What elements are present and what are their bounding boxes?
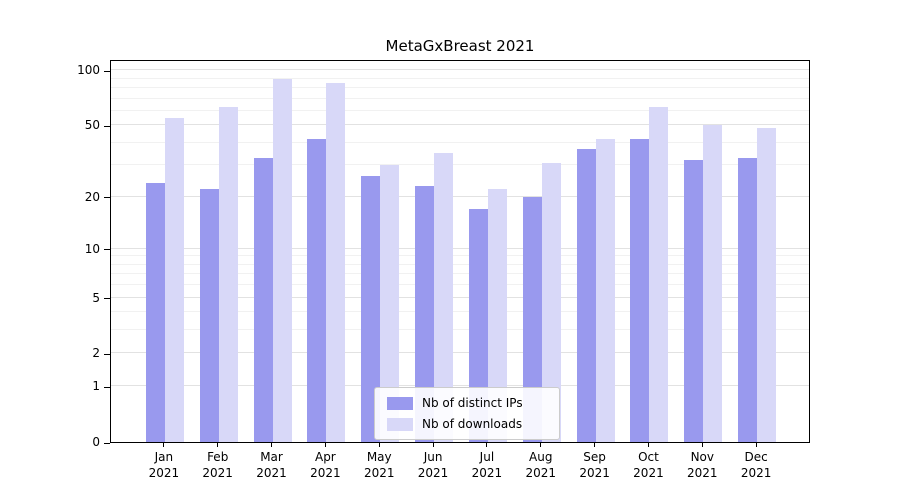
- bar-distinct-ips: [361, 176, 381, 442]
- x-tick-label: Feb 2021: [202, 450, 233, 480]
- x-tick-label: Jul 2021: [471, 450, 503, 480]
- gridline-minor: [111, 263, 809, 265]
- x-tick-mark: [378, 443, 380, 447]
- chart-title: MetaGxBreast 2021: [385, 37, 535, 55]
- legend-entry-distinct-ips: Nb of distinct IPs: [387, 396, 547, 410]
- gridline-major: [111, 247, 809, 249]
- x-tick-mark: [647, 443, 649, 447]
- y-tick-label: 1: [92, 379, 100, 394]
- gridline-major: [111, 69, 809, 71]
- x-tick-label: Mar 2021: [256, 450, 287, 480]
- x-tick-label: Aug 2021: [525, 450, 557, 480]
- legend-label-distinct-ips: Nb of distinct IPs: [422, 396, 523, 410]
- x-tick-label: Nov 2021: [687, 450, 718, 480]
- gridline-minor: [111, 255, 809, 257]
- gridline-minor: [111, 77, 809, 79]
- bar-downloads: [272, 78, 292, 442]
- x-tick-mark: [594, 443, 596, 447]
- x-tick-mark: [217, 443, 219, 447]
- gridline-minor: [111, 86, 809, 88]
- gridline-major: [111, 124, 809, 126]
- legend-label-downloads: Nb of downloads: [422, 417, 523, 431]
- gridline-major: [111, 195, 809, 197]
- gridlines: [111, 61, 809, 442]
- bar-distinct-ips: [145, 182, 165, 442]
- bar-downloads: [757, 128, 777, 442]
- gridline-minor: [111, 164, 809, 166]
- gridline-major: [111, 352, 809, 354]
- x-tick-mark: [324, 443, 326, 447]
- legend: Nb of distinct IPs Nb of downloads: [374, 387, 560, 440]
- bar-distinct-ips: [307, 138, 327, 442]
- bar-downloads: [541, 162, 561, 442]
- legend-entry-downloads: Nb of downloads: [387, 417, 547, 431]
- bar-downloads: [487, 189, 507, 442]
- bar-distinct-ips: [415, 185, 435, 442]
- x-tick-label: Jan 2021: [148, 450, 180, 480]
- bar-distinct-ips: [630, 138, 650, 442]
- gridline-minor: [111, 284, 809, 286]
- x-tick-mark: [163, 443, 165, 447]
- y-tick-label: 0: [92, 435, 100, 449]
- gridline-major: [111, 296, 809, 298]
- x-tick-label: Apr 2021: [310, 450, 341, 480]
- x-tick-mark: [432, 443, 434, 447]
- y-tick-label: 20: [84, 189, 100, 204]
- y-tick-label: 100: [77, 63, 100, 78]
- legend-swatch-distinct-ips: [387, 396, 413, 410]
- x-tick-mark: [271, 443, 273, 447]
- x-tick-label: May 2021: [363, 450, 395, 480]
- bar-downloads: [218, 106, 238, 442]
- x-tick-label: Oct 2021: [633, 450, 664, 480]
- gridline-minor: [111, 311, 809, 313]
- x-tick-mark: [486, 443, 488, 447]
- y-tick-label: 5: [92, 290, 100, 305]
- bar-distinct-ips: [199, 189, 219, 442]
- gridline-minor: [111, 109, 809, 111]
- bar-distinct-ips: [576, 148, 596, 442]
- bar-downloads: [434, 153, 454, 442]
- gridline-minor: [111, 97, 809, 99]
- gridline-minor: [111, 141, 809, 143]
- bar-distinct-ips: [522, 196, 542, 442]
- bar-downloads: [326, 83, 346, 442]
- y-tick-label: 10: [84, 241, 100, 256]
- gridline-major: [111, 385, 809, 387]
- x-tick-label: Jun 2021: [417, 450, 449, 480]
- plot-area: [110, 60, 810, 443]
- bar-distinct-ips: [253, 157, 273, 442]
- gridline-minor: [111, 329, 809, 331]
- x-tick-mark: [540, 443, 542, 447]
- bar-downloads: [649, 106, 669, 442]
- bar-distinct-ips: [684, 160, 704, 442]
- y-tick-label: 50: [84, 118, 100, 133]
- x-tick-mark: [701, 443, 703, 447]
- x-tick-mark: [755, 443, 757, 447]
- bar-downloads: [164, 117, 184, 442]
- bar-distinct-ips: [738, 157, 758, 442]
- x-tick-label: Dec 2021: [740, 450, 772, 480]
- gridline-minor: [111, 273, 809, 275]
- bar-distinct-ips: [468, 209, 488, 442]
- bar-downloads: [595, 138, 615, 442]
- legend-swatch-downloads: [387, 417, 413, 431]
- x-tick-label: Sep 2021: [579, 450, 610, 480]
- y-tick-label: 2: [92, 346, 100, 361]
- bar-downloads: [703, 125, 723, 442]
- bar-series: [111, 61, 809, 442]
- bar-downloads: [380, 165, 400, 442]
